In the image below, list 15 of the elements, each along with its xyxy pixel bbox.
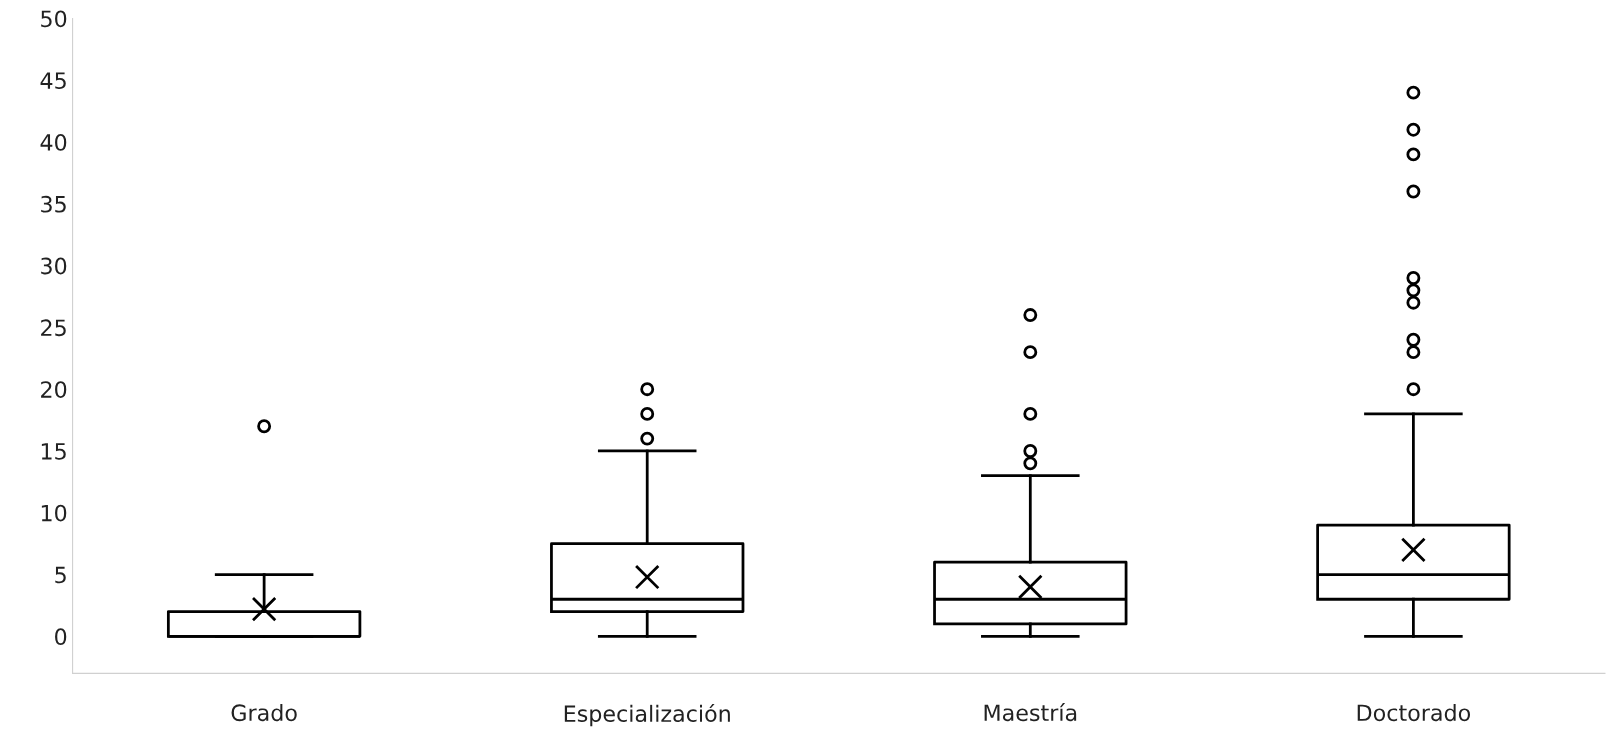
y-tick-label: 25 — [41, 319, 66, 337]
y-tick-label: 35 — [41, 195, 66, 213]
y-tick-label: 20 — [41, 381, 67, 398]
y-tick-label: 40 — [40, 134, 67, 151]
x-tick-label: Doctorado — [1357, 703, 1471, 722]
y-tick-label: 15 — [41, 443, 66, 460]
y-tick-label: 45 — [40, 72, 66, 90]
y-tick-label: 30 — [41, 257, 67, 275]
y-tick-label: 0 — [55, 628, 67, 646]
x-tick-label: Grado — [231, 703, 297, 722]
x-tick-label: Especialización — [564, 703, 730, 727]
y-tick-label: 50 — [41, 10, 67, 28]
x-tick-label: Maestría — [984, 703, 1077, 722]
y-tick-label: 5 — [55, 566, 66, 584]
y-tick-label: 10 — [41, 504, 67, 522]
